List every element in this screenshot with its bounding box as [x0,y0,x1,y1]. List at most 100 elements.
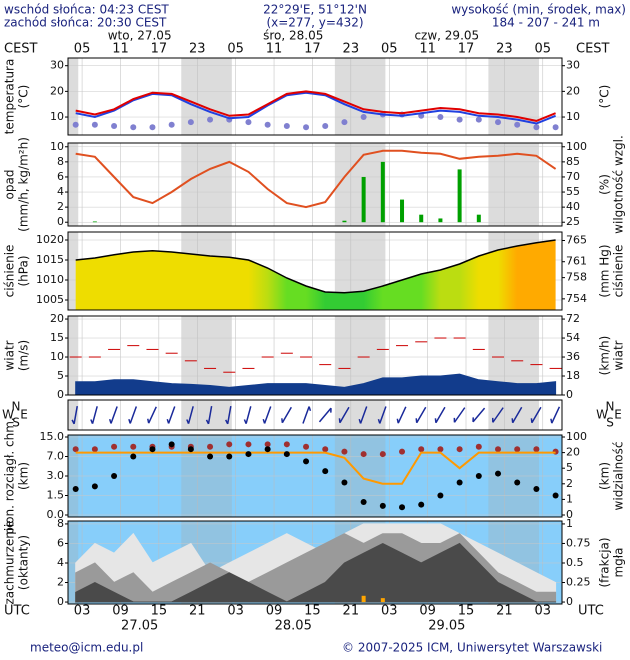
line [75,91,556,125]
dot [552,124,559,131]
y2-tick-label: 36 [566,350,580,363]
y-axis-label: (km) [17,462,31,490]
dot [149,124,156,131]
y2-tick-label: 18 [566,369,580,382]
dot [322,446,329,453]
night-band [68,316,79,395]
y-tick-label: 1.5 [47,489,65,502]
wind-arrow [90,406,98,424]
y2-axis-label: (km) [598,462,612,490]
sunset: zachód słońca: 20:30 CEST [4,16,167,30]
panel-frame [67,57,563,136]
y2-tick-label: 765 [566,233,587,246]
copyright: © 2007-2025 ICM, Uniwersytet Warszawski [342,641,602,655]
y-tick-label: 1010 [36,273,64,286]
dot [552,492,559,499]
y2-tick-label: 0.75 [566,536,591,549]
compass-label: E [614,408,622,422]
y2-tick-label: 72 [566,312,580,325]
night-band [488,400,539,430]
y-axis-label: ciśnienie [3,245,17,298]
wind-arrow [147,406,157,424]
y2-axis-label: (frakcja) [598,537,612,587]
dot [533,124,540,131]
dot [418,446,425,453]
area [75,373,557,396]
panel-frame [67,399,563,431]
y-axis-label: opad [3,170,17,200]
cest-label: CEST [576,42,610,57]
night-band [68,232,79,310]
bar [419,214,424,223]
dot [245,441,252,448]
cest-tick-label: 11 [112,42,129,57]
cest-date: czw, 29.05 [414,29,479,43]
y2-axis-label: ciśnienie [612,245,626,298]
dot [514,121,521,128]
dot [111,443,118,450]
dot [360,114,367,121]
utc-tick-label: 03 [74,604,91,619]
y2-axis-label: (mm Hg) [598,244,612,297]
dot [495,119,502,126]
utc-tick-label: 09 [419,604,436,619]
dot [418,501,425,508]
dot [322,123,329,130]
dot [533,486,540,492]
compass-label: N [606,400,615,414]
cest-tick-label: 11 [419,42,436,57]
wind-arrow [225,406,232,425]
y-axis-label: (m/s) [17,340,31,371]
y-tick-label: 30 [50,59,64,72]
dot [437,446,444,453]
y-tick-label: 0 [57,388,64,401]
dot [264,441,271,448]
line [75,149,557,209]
y2-tick-label: 30 [566,59,580,72]
y2-tick-label: 40 [566,200,580,213]
night-band [334,143,386,226]
dot [456,479,463,486]
y2-tick-label: 25 [566,215,580,228]
dot [283,123,290,130]
wind-arrow [281,406,292,424]
dot [379,451,386,458]
night-band [68,58,79,135]
dot [322,468,329,475]
wind-arrow [128,406,138,424]
cest-tick-label: 05 [381,42,398,57]
y2-tick-label: 20 [566,446,580,459]
wind-arrow [262,406,272,424]
compass-label: N [12,400,21,414]
dot [72,446,79,453]
compass-label: S [606,416,614,430]
y-tick-label: 1005 [36,293,64,306]
cest-tick-label: 23 [496,42,513,57]
utc-label: UTC [578,604,604,619]
y-tick-label: 10 [50,140,64,153]
y-tick-label: 0.0 [47,508,65,521]
wind-arrow [453,407,466,423]
bar [361,595,366,603]
dot [187,446,194,453]
wind-arrow [491,407,504,423]
night-band [181,400,232,430]
y2-tick-label: 2 [566,477,573,490]
y-tick-label: 1020 [36,233,64,246]
y-tick-label: 4 [57,556,64,569]
y-axis-label: temperatura [3,59,17,135]
y2-tick-label: 0.25 [566,576,591,589]
dot [341,479,348,486]
y-tick-label: 2 [57,576,64,589]
y2-tick-label: 0 [566,508,573,521]
dot [379,502,386,509]
cest-tick-label: 17 [458,42,475,57]
utc-tick-label: 21 [189,604,206,619]
dot [111,123,118,130]
dot [495,446,502,453]
wind-arrow [186,406,194,424]
dot [168,121,175,128]
y2-axis-label: wilgotność wzgl. [612,135,626,234]
y2-tick-label: 1 [566,492,573,505]
